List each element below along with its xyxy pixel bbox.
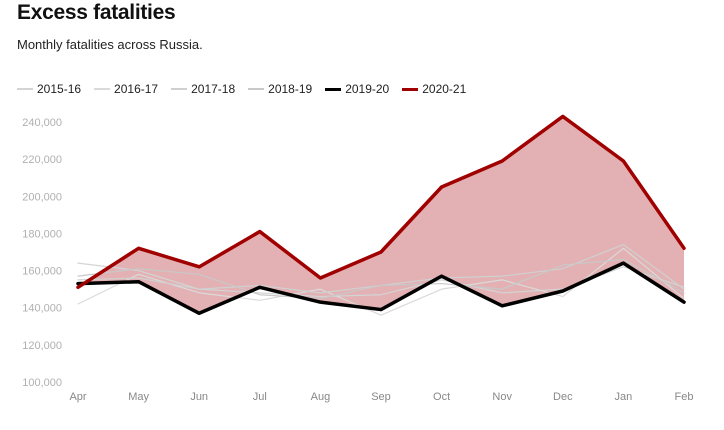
x-tick-label: Jul [253, 391, 267, 403]
legend-label: 2015-16 [37, 82, 82, 96]
legend-item-2017-18: 2017-18 [171, 82, 235, 96]
legend-item-2020-21: 2020-21 [402, 82, 466, 96]
x-tick-label: Sep [371, 391, 391, 403]
excess-area [78, 116, 684, 314]
legend-label: 2017-18 [191, 82, 236, 96]
x-tick-label: Aug [311, 391, 331, 403]
legend-item-2016-17: 2016-17 [94, 82, 158, 96]
legend-item-2015-16: 2015-16 [17, 82, 81, 96]
x-tick-label: Nov [492, 391, 512, 403]
series-line-2018-19 [77, 258, 685, 300]
series-line-2019-20 [76, 261, 686, 316]
y-tick-label: 220,000 [22, 154, 62, 166]
y-tick-label: 180,000 [22, 228, 62, 240]
legend-swatch [17, 88, 33, 90]
y-tick-label: 200,000 [22, 191, 62, 203]
legend-swatch [171, 88, 188, 90]
series-line-2020-21 [76, 114, 686, 290]
x-tick-label: Feb [675, 391, 694, 403]
legend-label: 2016-17 [114, 82, 159, 96]
chart-subtitle: Monthly fatalities across Russia. [17, 37, 203, 52]
legend-item-2019-20: 2019-20 [325, 82, 389, 96]
legend-swatch [94, 88, 111, 90]
x-tick-label: Dec [553, 391, 573, 403]
x-tick-label: Apr [69, 391, 86, 403]
legend-item-2018-19: 2018-19 [248, 82, 312, 96]
x-tick-label: Jun [190, 391, 208, 403]
chart-title: Excess fatalities [17, 1, 176, 24]
y-tick-label: 100,000 [22, 377, 62, 389]
x-tick-label: Oct [433, 391, 450, 403]
legend-label: 2018-19 [268, 82, 313, 96]
y-tick-label: 120,000 [22, 340, 62, 352]
y-tick-label: 140,000 [22, 303, 62, 315]
legend-swatch [402, 87, 419, 91]
y-tick-label: 160,000 [22, 266, 62, 278]
chart-legend: 2015-16 2016-17 2017-18 2018-19 2019-20 2020-… [17, 82, 479, 96]
legend-swatch [248, 88, 265, 90]
y-tick-label: 240,000 [22, 117, 62, 129]
legend-label: 2019-20 [345, 82, 390, 96]
x-tick-label: May [128, 391, 149, 403]
legend-swatch [325, 87, 342, 91]
legend-label: 2020-21 [422, 82, 467, 96]
x-tick-label: Jan [615, 391, 633, 403]
